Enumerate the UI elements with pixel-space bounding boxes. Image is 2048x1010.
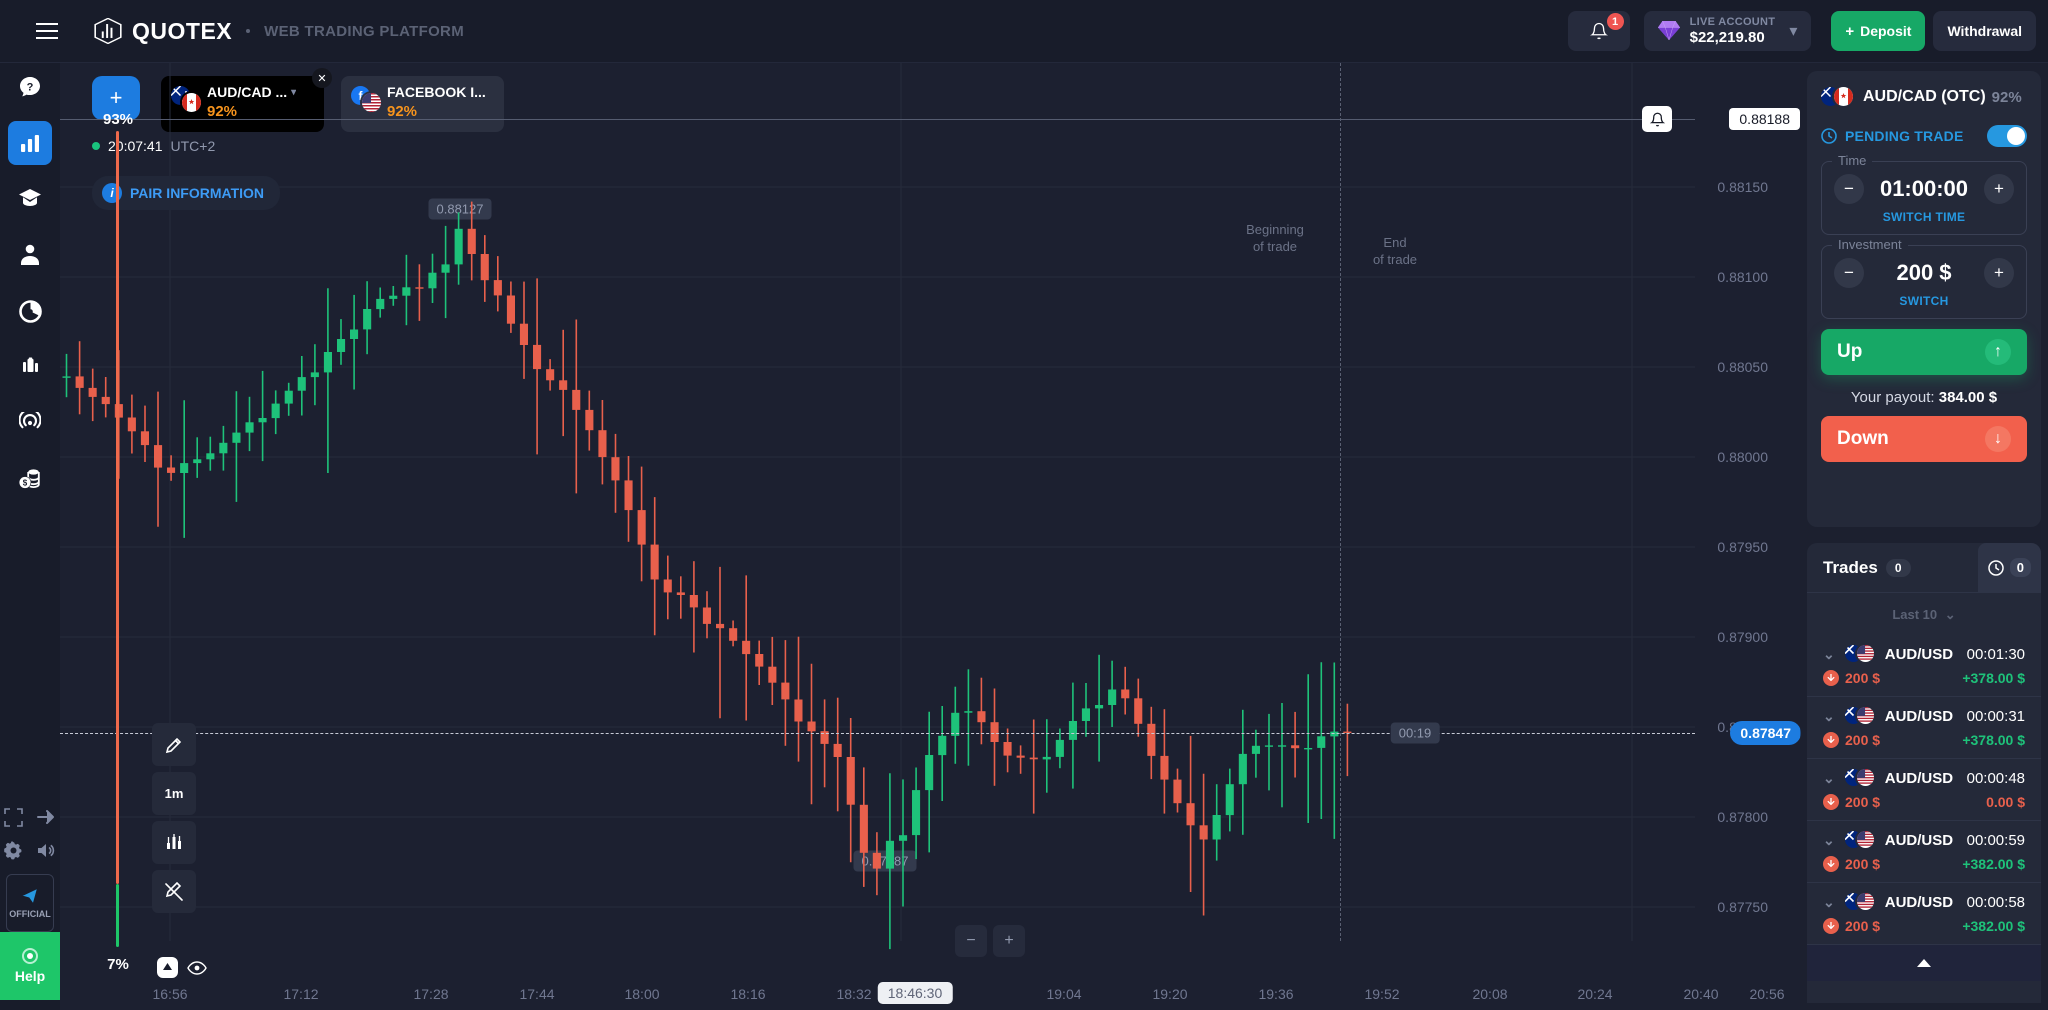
svg-text:?: ? — [27, 82, 34, 94]
svg-text:$: $ — [23, 479, 28, 488]
